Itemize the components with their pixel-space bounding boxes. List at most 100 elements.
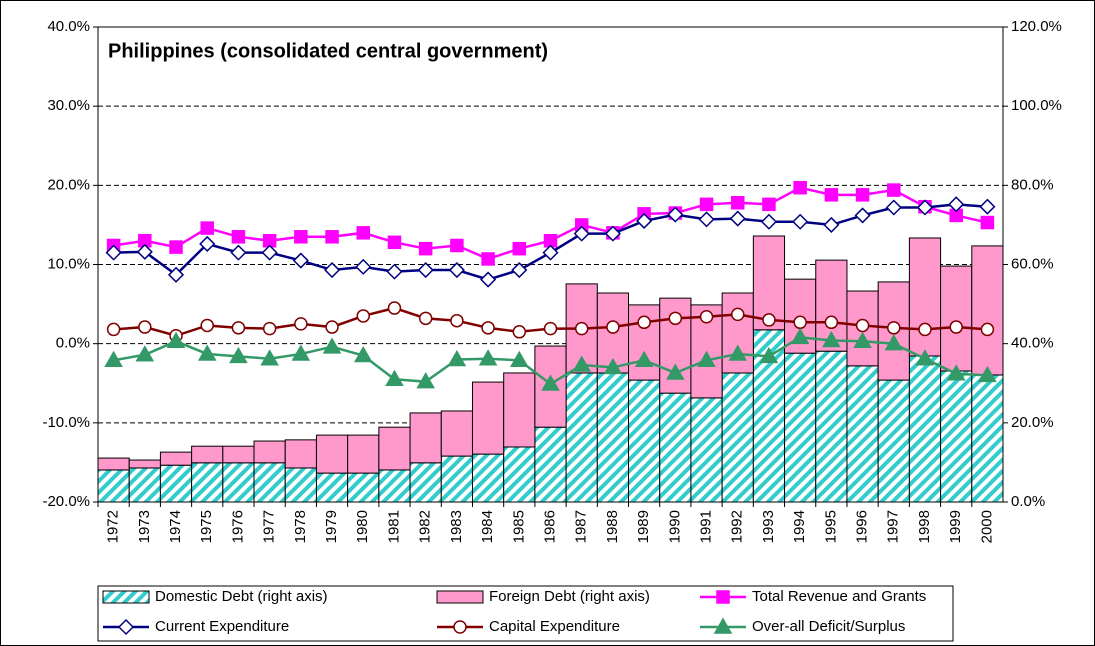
bar — [253, 462, 286, 503]
x-tick-label: 1984 — [479, 510, 496, 543]
marker — [697, 350, 716, 368]
marker — [716, 590, 730, 604]
marker — [915, 349, 935, 366]
marker — [512, 241, 527, 256]
marker — [450, 313, 464, 328]
bar — [503, 372, 536, 448]
bar — [908, 237, 942, 357]
marker — [762, 313, 776, 327]
marker — [200, 318, 214, 333]
marker — [385, 369, 404, 387]
marker — [604, 225, 621, 242]
marker — [824, 188, 839, 202]
marker — [730, 196, 745, 210]
bar — [971, 245, 1004, 376]
bar — [908, 355, 942, 503]
marker — [481, 321, 495, 335]
bar — [347, 472, 380, 503]
bar — [565, 372, 598, 503]
marker — [946, 364, 966, 381]
x-tick-label: 2000 — [978, 510, 995, 543]
marker — [481, 252, 495, 266]
chart-title: Philippines (consolidated central govern… — [108, 40, 548, 62]
marker — [356, 226, 371, 240]
marker — [104, 350, 123, 368]
marker — [666, 363, 685, 380]
bar — [471, 453, 505, 503]
bar — [347, 434, 380, 474]
bar — [159, 464, 193, 503]
marker — [167, 266, 185, 283]
marker — [512, 325, 527, 339]
bar — [971, 374, 1004, 503]
marker — [322, 337, 342, 354]
marker — [136, 243, 153, 260]
legend-label: Total Revenue and Grants — [752, 588, 926, 605]
legend-label: Foreign Debt (right axis) — [489, 588, 650, 605]
bar — [191, 445, 224, 464]
bar — [315, 472, 349, 503]
marker — [760, 213, 778, 230]
bar — [97, 469, 130, 503]
x-tick-label: 1977 — [261, 510, 278, 543]
bar — [128, 467, 161, 503]
marker — [667, 206, 684, 223]
marker — [916, 199, 934, 216]
marker — [325, 320, 339, 334]
x-tick-label: 1990 — [666, 510, 683, 543]
marker — [417, 261, 434, 279]
bar — [940, 370, 973, 503]
y-tick-label: 10.0% — [47, 255, 90, 272]
y-tick-label: -20.0% — [42, 493, 90, 510]
x-tick-label: 1983 — [448, 510, 465, 543]
x-tick-label: 1987 — [573, 510, 590, 543]
x-tick-label: 1998 — [916, 510, 933, 543]
marker — [730, 307, 745, 322]
y2-tick-label: 100.0% — [1011, 97, 1062, 114]
marker — [572, 355, 591, 372]
x-tick-label: 1995 — [822, 510, 839, 543]
marker — [887, 183, 901, 197]
bar — [191, 462, 224, 503]
bar — [784, 352, 817, 503]
bar — [409, 462, 442, 503]
x-tick-label: 1979 — [323, 510, 340, 543]
y2-tick-label: 80.0% — [1011, 176, 1054, 193]
marker — [416, 372, 435, 389]
y2-tick-label: 40.0% — [1011, 335, 1054, 352]
marker — [793, 180, 807, 195]
y-tick-label: 30.0% — [47, 97, 90, 114]
marker — [169, 240, 183, 254]
marker — [262, 321, 277, 336]
marker — [355, 258, 372, 275]
bar — [471, 381, 505, 455]
bar — [534, 426, 567, 503]
marker — [294, 317, 308, 331]
legend-swatch — [436, 590, 484, 604]
y-tick-label: 40.0% — [47, 18, 90, 35]
x-tick-label: 1997 — [885, 510, 902, 543]
bar — [222, 445, 255, 464]
marker — [480, 271, 497, 288]
marker — [418, 241, 433, 256]
legend-label: Capital Expenditure — [489, 618, 620, 635]
marker — [325, 230, 339, 244]
x-tick-label: 1989 — [635, 510, 652, 543]
marker — [606, 320, 620, 334]
marker — [854, 207, 871, 224]
x-tick-label: 1994 — [791, 510, 808, 543]
marker — [261, 244, 278, 261]
bar — [440, 410, 473, 457]
bar — [846, 365, 879, 503]
marker — [728, 344, 748, 361]
marker — [135, 345, 155, 362]
x-tick-label: 1999 — [947, 510, 964, 543]
marker — [885, 199, 902, 216]
marker — [918, 322, 932, 337]
marker — [356, 309, 371, 323]
marker — [759, 346, 779, 364]
marker — [790, 327, 810, 345]
x-tick-label: 1992 — [729, 510, 746, 543]
